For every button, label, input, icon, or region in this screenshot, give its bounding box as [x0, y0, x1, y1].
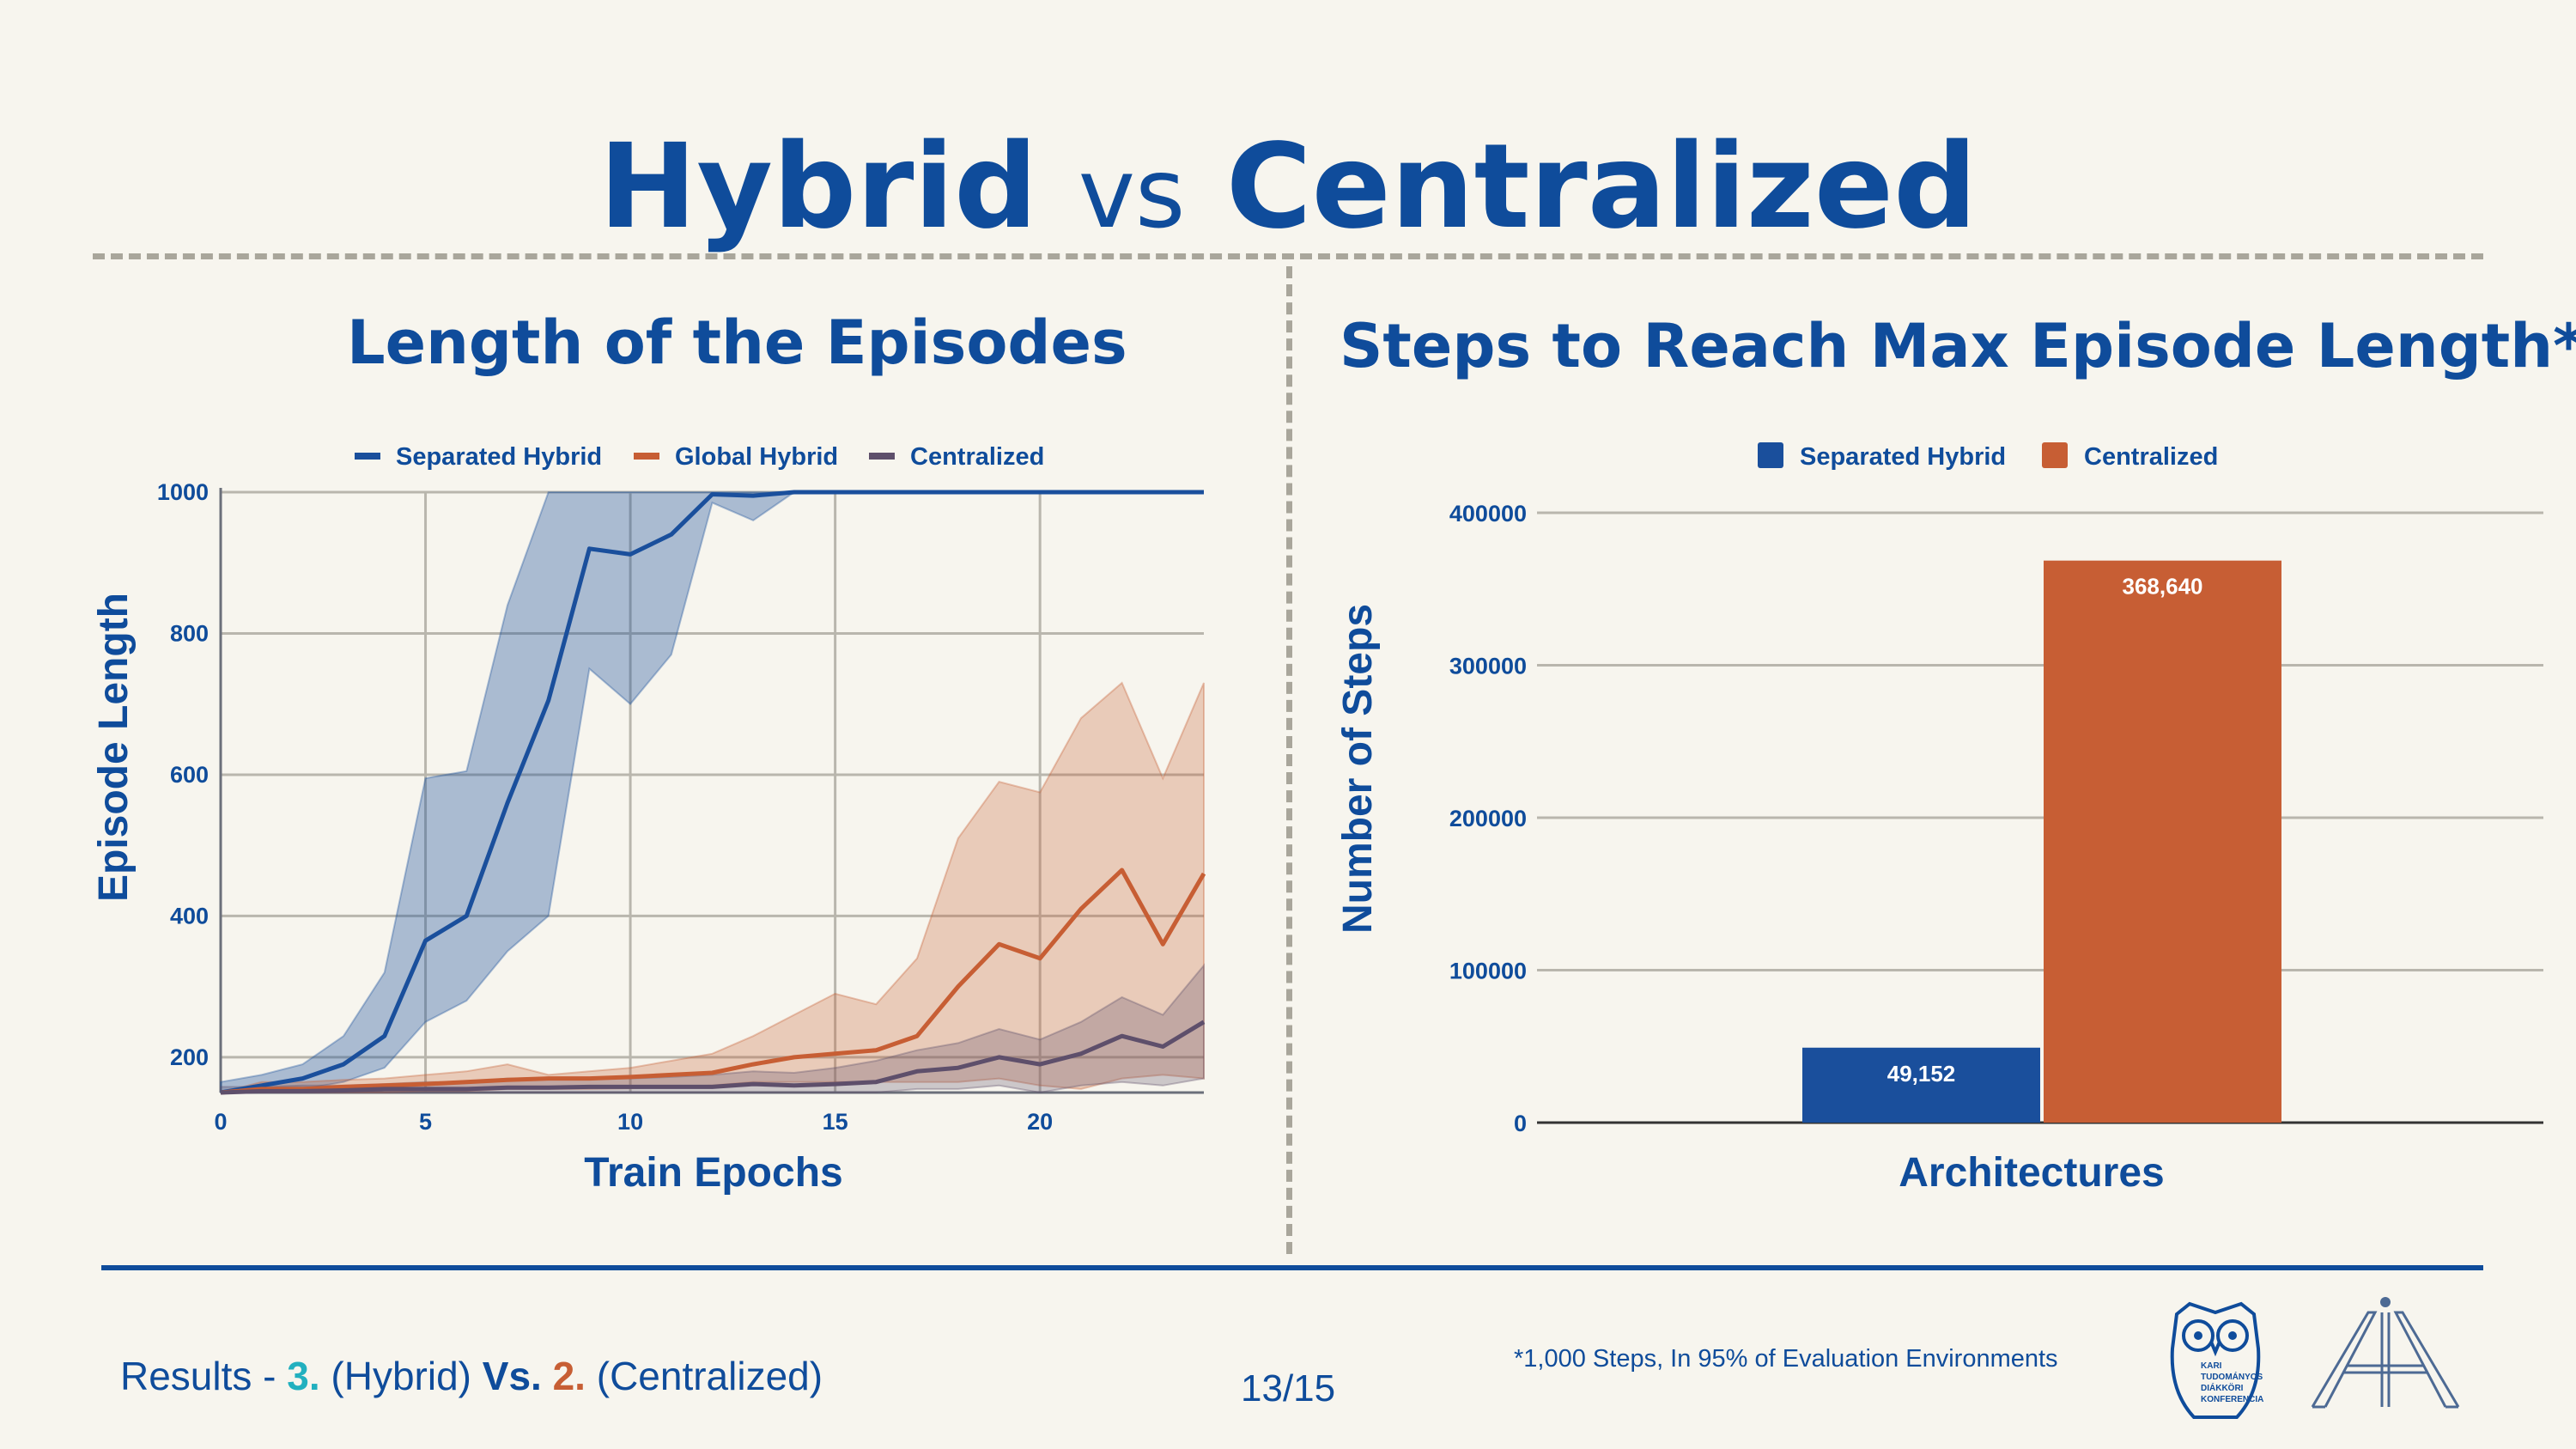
- legend-swatch-separated-hybrid: [355, 453, 380, 460]
- legend-swatch-global-hybrid: [634, 453, 659, 460]
- page-number: 13/15: [1241, 1367, 1336, 1409]
- line-chart-ytick-label: 400: [170, 903, 209, 928]
- svg-text:KARI: KARI: [2201, 1361, 2222, 1371]
- institute-logo: [2311, 1297, 2460, 1409]
- line-chart-xtick-label: 15: [823, 1109, 848, 1135]
- results-centralized: (Centralized): [585, 1354, 823, 1398]
- bar-chart-ytick-label: 200000: [1449, 806, 1527, 831]
- line-chart-ytick-label: 800: [170, 620, 209, 646]
- owl-conference-logo: KARI TUDOMÁNYOS DIÁKKÖRI KONFERENCIA: [2170, 1301, 2263, 1419]
- bar-legend-label-separated-hybrid: Separated Hybrid: [1800, 443, 2006, 471]
- line-chart-ytick-label: 200: [170, 1044, 209, 1070]
- page-title: Hybrid vs Centralized: [0, 129, 2576, 246]
- results-number-3: 3.: [287, 1354, 320, 1398]
- title-part-hybrid: Hybrid: [598, 119, 1038, 255]
- results-prefix: Results -: [120, 1354, 288, 1398]
- left-chart-subtitle: Length of the Episodes: [347, 307, 1127, 378]
- bar-data-label: 368,640: [2123, 574, 2203, 600]
- bar-data-label: 49,152: [1887, 1061, 1956, 1087]
- bar-centralized: [2044, 560, 2281, 1123]
- legend-swatch-centralized: [869, 453, 895, 460]
- results-hybrid: (Hybrid): [319, 1354, 483, 1398]
- bar-chart-ytick-label: 300000: [1449, 654, 1527, 679]
- top-dashed-divider: [93, 253, 2483, 259]
- line-chart-ytick-label: 600: [170, 762, 209, 788]
- bar-chart-ytick-label: 400000: [1449, 501, 1527, 527]
- svg-text:DIÁKKÖRI: DIÁKKÖRI: [2201, 1382, 2244, 1393]
- line-chart-xtick-label: 0: [214, 1109, 227, 1135]
- results-caption: Results - 3. (Hybrid) Vs. 2. (Centralize…: [120, 1353, 823, 1399]
- line-chart-xtick-label: 5: [419, 1109, 432, 1135]
- series-line-global-hybrid: [220, 868, 1206, 1095]
- svg-text:KONFERENCIA: KONFERENCIA: [2201, 1395, 2263, 1404]
- bar-chart-x-axis-title: Architectures: [1899, 1150, 2164, 1196]
- bar-chart-ytick-label: 100000: [1449, 959, 1527, 984]
- line-chart-ytick-label: 1000: [157, 479, 209, 505]
- legend-label-global-hybrid: Global Hybrid: [675, 443, 838, 471]
- line-chart-xtick-label: 20: [1027, 1109, 1053, 1135]
- series-line-separated-hybrid: [220, 490, 1204, 1095]
- footnote: *1,000 Steps, In 95% of Evaluation Envir…: [1514, 1345, 2058, 1373]
- legend-label-separated-hybrid: Separated Hybrid: [396, 443, 602, 471]
- line-chart-xtick-label: 10: [617, 1109, 643, 1135]
- line-chart-x-axis-title: Train Epochs: [584, 1150, 842, 1196]
- vertical-dashed-divider: [1286, 266, 1292, 1254]
- bar-legend-swatch-separated-hybrid: [1758, 442, 1783, 468]
- title-part-centralized: Centralized: [1225, 119, 1978, 255]
- results-vs: Vs.: [482, 1354, 542, 1398]
- series-line-centralized: [220, 1020, 1206, 1095]
- bar-chart-y-axis-title: Number of Steps: [1335, 604, 1381, 934]
- line-chart-y-axis-title: Episode Length: [91, 593, 137, 902]
- svg-text:TUDOMÁNYOS: TUDOMÁNYOS: [2201, 1371, 2263, 1382]
- right-chart-subtitle: Steps to Reach Max Episode Length*: [1340, 311, 2576, 381]
- legend-label-centralized: Centralized: [910, 443, 1044, 471]
- bar-legend-label-centralized: Centralized: [2084, 443, 2218, 471]
- bottom-rule: [101, 1265, 2483, 1270]
- title-vs: vs: [1078, 138, 1186, 250]
- results-number-2: 2.: [541, 1354, 586, 1398]
- bar-chart-ytick-label: 0: [1514, 1111, 1527, 1136]
- bar-separated-hybrid: [1802, 1047, 2040, 1123]
- bar-legend-swatch-centralized: [2042, 442, 2068, 468]
